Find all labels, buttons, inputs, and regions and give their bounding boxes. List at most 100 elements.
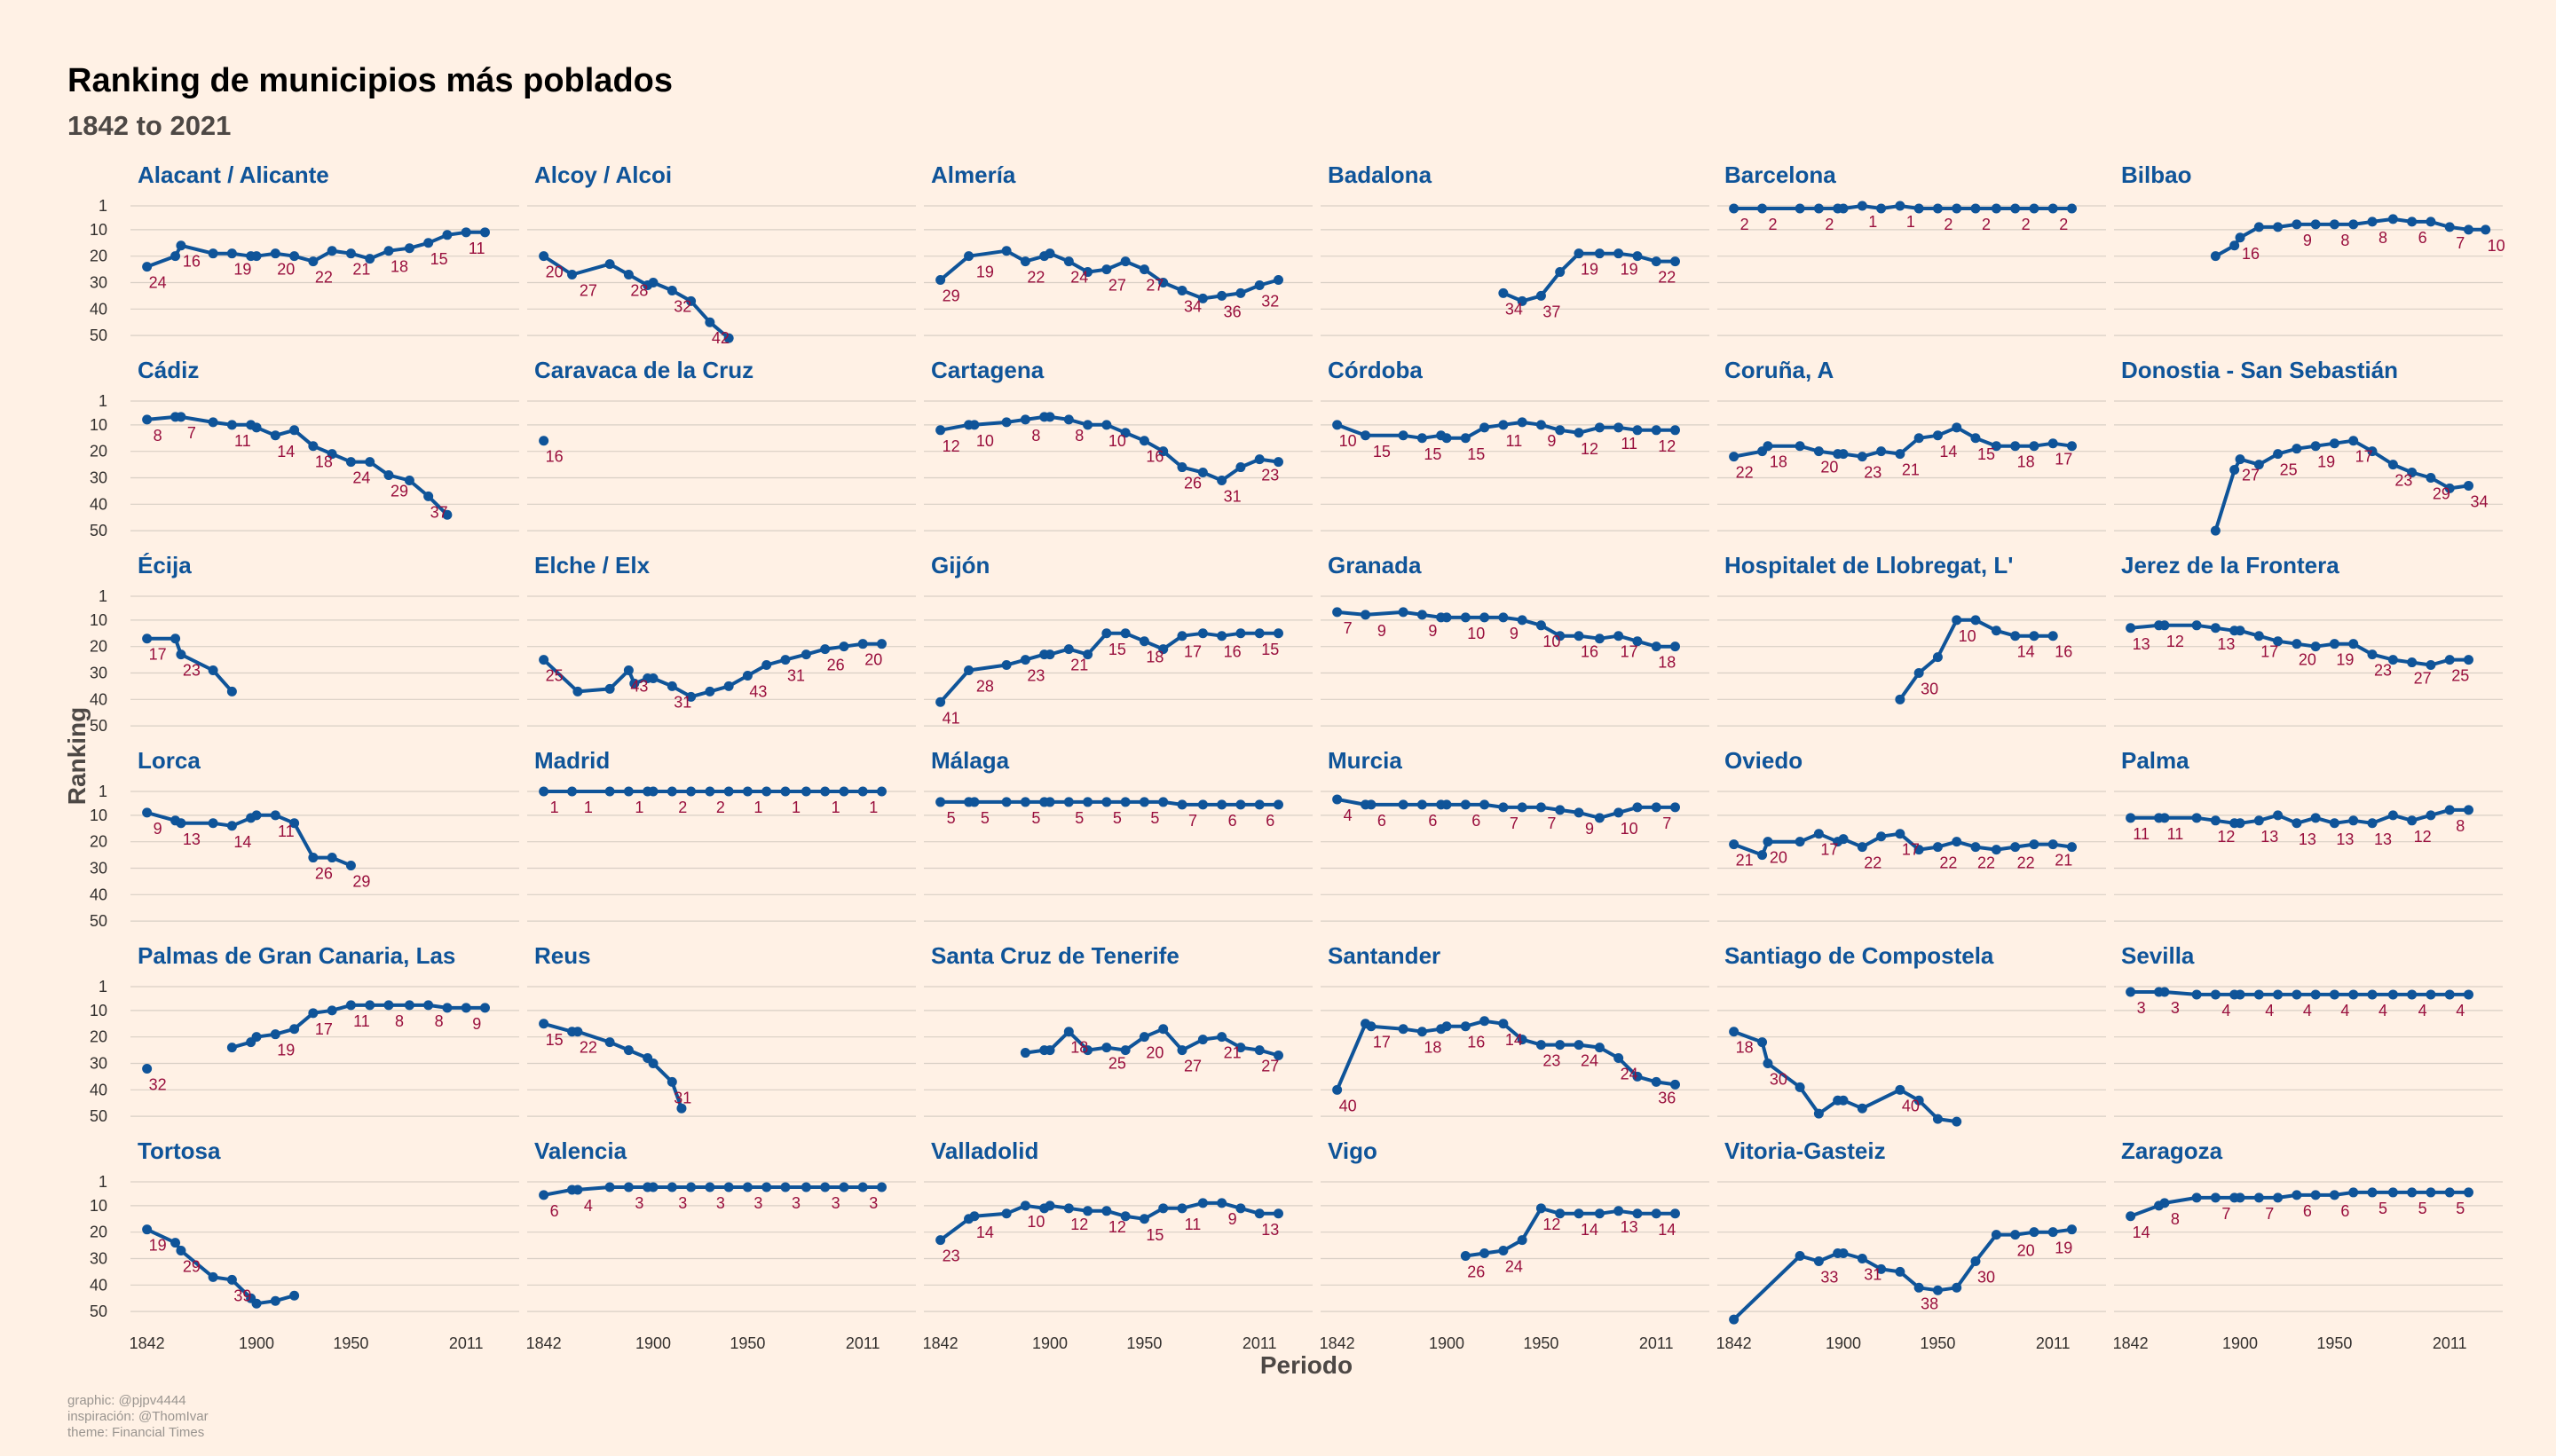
data-label-reus: 22: [580, 1039, 597, 1057]
data-label-cartagena: 8: [1031, 427, 1040, 445]
data-label-palma: 13: [2299, 830, 2316, 848]
data-label-donostia-san-sebastian: 27: [2242, 467, 2260, 484]
panel-title-oviedo: Oviedo: [1724, 747, 1803, 774]
data-label-santander: 16: [1467, 1034, 1485, 1051]
data-point-almeria: [1254, 279, 1265, 290]
data-label-granada: 9: [1377, 622, 1386, 640]
data-label-almeria: 22: [1027, 269, 1045, 287]
data-point-almeria: [1020, 256, 1030, 267]
data-point-cordoba: [1460, 433, 1471, 444]
data-point-santa-cruz-de-tenerife: [1120, 1045, 1131, 1056]
data-label-sevilla: 3: [2137, 999, 2146, 1017]
data-label-almeria: 29: [943, 287, 960, 305]
data-point-santander: [1479, 1016, 1490, 1027]
data-point-murcia: [1332, 794, 1343, 805]
data-label-santiago-de-compostela: 18: [1736, 1039, 1754, 1057]
data-label-donostia-san-sebastian: 34: [2470, 492, 2488, 510]
data-point-santiago-de-compostela: [1763, 1058, 1773, 1068]
data-label-sevilla: 4: [2456, 1002, 2465, 1019]
data-label-valladolid: 12: [1070, 1216, 1088, 1233]
data-point-sevilla: [2235, 989, 2245, 1000]
data-point-alacant-alicante: [289, 251, 300, 262]
data-label-madrid: 1: [792, 799, 801, 816]
data-point-santander: [1574, 1040, 1584, 1051]
panel-title-lorca: Lorca: [138, 747, 201, 774]
data-label-barcelona: 2: [2059, 216, 2068, 233]
data-point-bilbao: [2426, 216, 2436, 227]
data-point-bilbao: [2367, 216, 2378, 227]
data-label-barcelona: 1: [1868, 213, 1877, 231]
data-label-cadiz: 7: [187, 424, 196, 442]
data-point-cordoba: [1574, 428, 1584, 438]
data-point-alacant-alicante: [142, 262, 153, 272]
data-point-cordoba: [1613, 422, 1624, 433]
panel-title-badalona: Badalona: [1328, 161, 1432, 188]
data-point-santa-cruz-de-tenerife: [1063, 1027, 1074, 1037]
data-point-cartagena: [1083, 420, 1093, 430]
data-label-sevilla: 4: [2303, 1002, 2312, 1019]
y-tick-label: 10: [90, 1197, 107, 1215]
data-point-sevilla: [2367, 989, 2378, 1000]
data-point-santa-cruz-de-tenerife: [1273, 1051, 1283, 1061]
data-point-almeria: [1158, 277, 1169, 287]
data-point-gijon: [1045, 649, 1055, 660]
data-label-almeria: 27: [1108, 277, 1126, 295]
data-label-cadiz: 11: [234, 432, 251, 450]
data-label-badalona: 22: [1658, 269, 1676, 287]
data-point-madrid: [761, 786, 772, 797]
x-tick-label: 2011: [846, 1334, 880, 1352]
data-point-jerez-de-la-frontera: [2407, 657, 2418, 668]
data-point-bilbao: [2329, 219, 2339, 230]
x-tick-label: 2011: [2036, 1334, 2071, 1352]
data-point-palmas-de-gran-canaria-las: [383, 1000, 394, 1011]
data-label-santander: 24: [1581, 1052, 1598, 1070]
y-tick-label: 30: [90, 1054, 107, 1072]
data-point-reus: [623, 1045, 634, 1056]
data-point-palmas-de-gran-canaria-las: [226, 1043, 237, 1053]
data-label-santiago-de-compostela: 30: [1770, 1070, 1787, 1088]
data-label-lorca: 26: [315, 865, 333, 883]
data-label-granada: 18: [1658, 654, 1676, 672]
data-point-madrid: [820, 786, 831, 797]
series-line-bilbao: [2214, 216, 2486, 258]
x-tick-label: 2011: [1242, 1334, 1277, 1352]
data-point-palma: [2273, 810, 2284, 821]
data-point-granada: [1416, 610, 1427, 620]
data-point-bilbao: [2387, 214, 2398, 224]
data-point-elche-elx: [686, 691, 697, 702]
data-label-palma: 8: [2456, 817, 2465, 835]
data-label-jerez-de-la-frontera: 12: [2166, 633, 2184, 650]
data-label-murcia: 7: [1547, 815, 1556, 832]
data-label-tortosa: 19: [149, 1237, 167, 1255]
data-point-alacant-alicante: [226, 248, 237, 259]
data-point-elche-elx: [604, 683, 615, 694]
data-point-lorca: [270, 810, 280, 821]
data-label-alacant-alicante: 21: [352, 261, 370, 279]
data-label-gijon: 17: [1184, 643, 1202, 661]
data-label-valladolid: 23: [943, 1247, 960, 1265]
data-label-murcia: 10: [1621, 820, 1638, 838]
data-point-santiago-de-compostela: [1857, 1103, 1867, 1114]
panel-title-tortosa: Tortosa: [138, 1137, 221, 1164]
data-point-bilbao: [2444, 222, 2455, 232]
data-label-alacant-alicante: 20: [277, 261, 295, 279]
data-point-cartagena: [1158, 446, 1169, 457]
x-tick-label: 1900: [1826, 1334, 1861, 1352]
x-tick-label: 1950: [730, 1334, 765, 1352]
data-label-cartagena: 31: [1224, 487, 1242, 505]
data-label-alacant-alicante: 18: [390, 258, 408, 276]
data-point-donostia-san-sebastian: [2444, 483, 2455, 493]
y-tick-label: 1: [99, 392, 107, 410]
data-label-hospitalet-de-llobregat-l: 14: [2017, 643, 2035, 661]
data-label-gijon: 15: [1108, 641, 1126, 658]
data-point-cordoba: [1669, 425, 1680, 436]
data-point-barcelona: [1991, 203, 2001, 214]
data-label-oviedo: 17: [1902, 841, 1920, 859]
y-tick-label: 50: [90, 327, 107, 344]
data-point-almeria: [1001, 246, 1012, 256]
data-point-alacant-alicante: [423, 238, 434, 248]
data-point-cartagena: [1217, 475, 1227, 485]
data-point-madrid: [876, 786, 887, 797]
data-point-vitoria-gasteiz: [1991, 1230, 2001, 1240]
data-point-barcelona: [1729, 203, 1740, 214]
